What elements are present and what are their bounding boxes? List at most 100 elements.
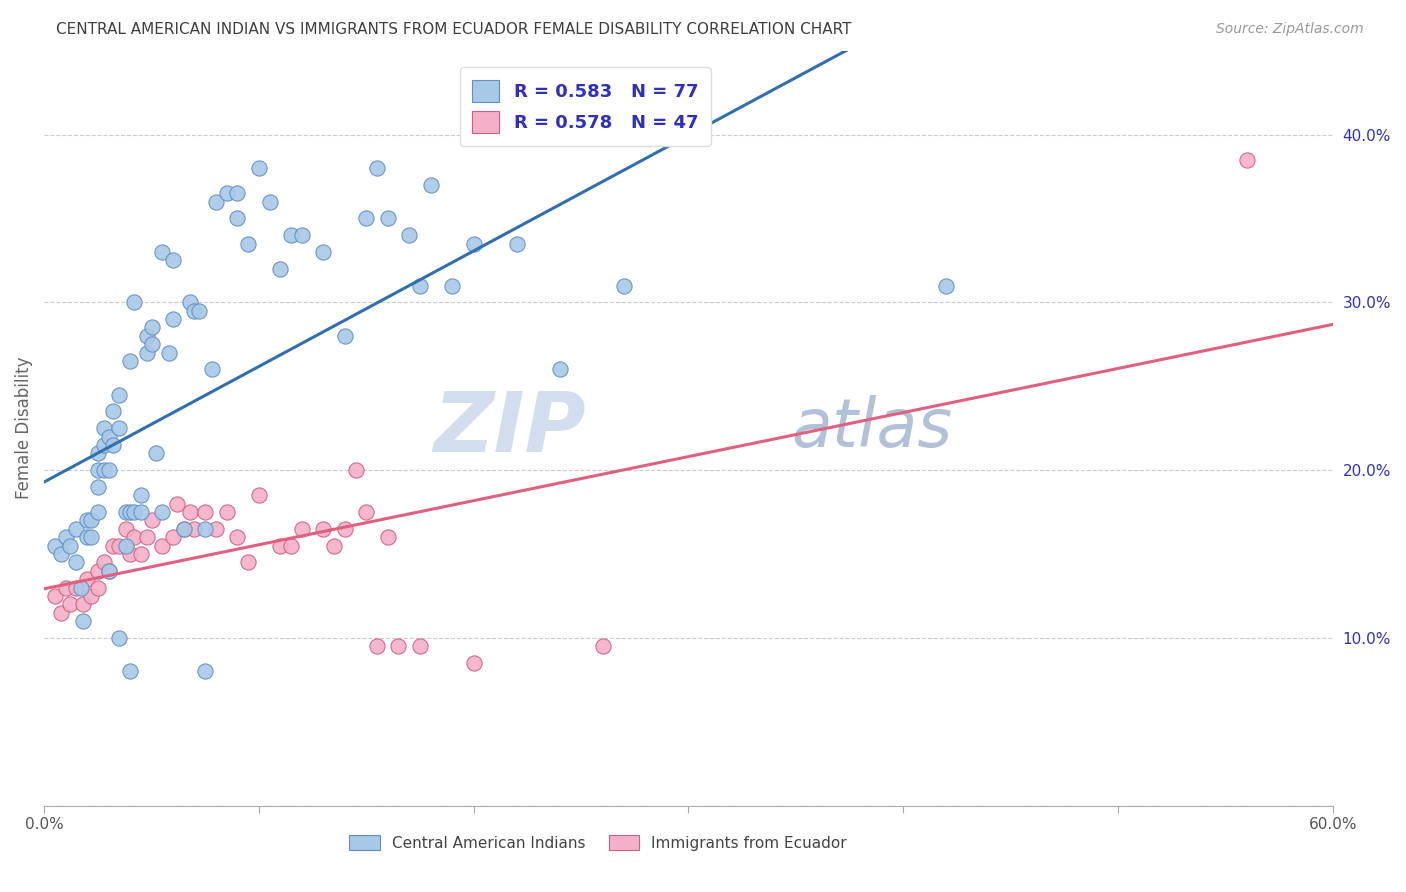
Point xyxy=(118,505,141,519)
Point xyxy=(183,303,205,318)
Point xyxy=(87,564,110,578)
Y-axis label: Female Disability: Female Disability xyxy=(15,357,32,500)
Point xyxy=(87,581,110,595)
Point xyxy=(87,505,110,519)
Point xyxy=(97,463,120,477)
Point xyxy=(247,488,270,502)
Point xyxy=(108,539,131,553)
Point xyxy=(505,236,527,251)
Point xyxy=(101,438,124,452)
Point xyxy=(141,337,163,351)
Point xyxy=(108,631,131,645)
Point xyxy=(344,463,367,477)
Point xyxy=(280,539,302,553)
Point xyxy=(162,530,184,544)
Point xyxy=(166,497,188,511)
Point xyxy=(935,278,957,293)
Point xyxy=(236,236,259,251)
Point xyxy=(215,186,238,201)
Point xyxy=(356,211,378,226)
Point xyxy=(419,178,441,192)
Point xyxy=(613,278,636,293)
Point xyxy=(141,320,163,334)
Point xyxy=(97,564,120,578)
Point xyxy=(366,161,388,175)
Point xyxy=(65,555,87,569)
Point xyxy=(93,463,115,477)
Legend: R = 0.583   N = 77, R = 0.578   N = 47: R = 0.583 N = 77, R = 0.578 N = 47 xyxy=(460,67,711,145)
Point xyxy=(157,345,180,359)
Point xyxy=(118,547,141,561)
Point xyxy=(205,194,228,209)
Point xyxy=(76,530,98,544)
Point xyxy=(269,539,291,553)
Point xyxy=(87,463,110,477)
Point xyxy=(398,228,420,243)
Point xyxy=(65,581,87,595)
Point xyxy=(162,253,184,268)
Point xyxy=(80,513,103,527)
Point xyxy=(215,505,238,519)
Point xyxy=(114,522,136,536)
Point xyxy=(114,505,136,519)
Point xyxy=(129,547,152,561)
Point xyxy=(377,530,399,544)
Point xyxy=(44,589,66,603)
Point xyxy=(129,488,152,502)
Point xyxy=(183,522,205,536)
Point xyxy=(93,438,115,452)
Point xyxy=(247,161,270,175)
Point xyxy=(409,639,432,653)
Point xyxy=(118,665,141,679)
Point xyxy=(187,303,209,318)
Point xyxy=(97,429,120,443)
Point xyxy=(51,547,73,561)
Point xyxy=(97,564,120,578)
Point xyxy=(114,539,136,553)
Point xyxy=(592,639,614,653)
Point xyxy=(150,539,173,553)
Point xyxy=(129,505,152,519)
Point xyxy=(59,597,82,611)
Point xyxy=(69,581,91,595)
Point xyxy=(333,522,356,536)
Point xyxy=(409,278,432,293)
Point xyxy=(108,387,131,401)
Point xyxy=(136,530,159,544)
Point xyxy=(124,295,146,310)
Point xyxy=(136,345,159,359)
Point xyxy=(226,186,249,201)
Point xyxy=(72,597,94,611)
Text: atlas: atlas xyxy=(792,395,953,461)
Point xyxy=(179,505,201,519)
Point xyxy=(76,513,98,527)
Point xyxy=(548,362,571,376)
Point xyxy=(118,354,141,368)
Point xyxy=(80,530,103,544)
Point xyxy=(150,505,173,519)
Point xyxy=(162,312,184,326)
Point xyxy=(236,555,259,569)
Point xyxy=(87,446,110,460)
Point xyxy=(387,639,409,653)
Point xyxy=(101,539,124,553)
Point xyxy=(441,278,464,293)
Point xyxy=(194,522,217,536)
Text: ZIP: ZIP xyxy=(433,388,585,468)
Point xyxy=(356,505,378,519)
Point xyxy=(194,665,217,679)
Point xyxy=(101,404,124,418)
Point xyxy=(55,581,77,595)
Point xyxy=(194,505,217,519)
Point xyxy=(141,513,163,527)
Point xyxy=(124,505,146,519)
Point xyxy=(312,522,335,536)
Point xyxy=(366,639,388,653)
Point xyxy=(201,362,224,376)
Point xyxy=(463,656,485,670)
Point xyxy=(150,245,173,260)
Text: CENTRAL AMERICAN INDIAN VS IMMIGRANTS FROM ECUADOR FEMALE DISABILITY CORRELATION: CENTRAL AMERICAN INDIAN VS IMMIGRANTS FR… xyxy=(56,22,852,37)
Point xyxy=(173,522,195,536)
Point xyxy=(226,211,249,226)
Text: Source: ZipAtlas.com: Source: ZipAtlas.com xyxy=(1216,22,1364,37)
